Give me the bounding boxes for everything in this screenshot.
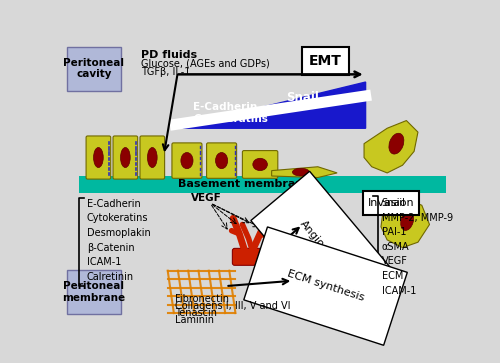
Text: Laminin: Laminin <box>176 315 214 325</box>
Text: Peritoneal
membrane: Peritoneal membrane <box>62 281 126 303</box>
Text: ICAM-1: ICAM-1 <box>87 257 121 267</box>
Text: αSMA: αSMA <box>382 242 409 252</box>
Text: VEGF: VEGF <box>382 257 407 266</box>
FancyBboxPatch shape <box>302 46 350 75</box>
Text: ECM synthesis: ECM synthesis <box>286 269 366 303</box>
FancyBboxPatch shape <box>206 143 236 178</box>
Text: PAI-1: PAI-1 <box>382 227 406 237</box>
FancyBboxPatch shape <box>172 143 202 178</box>
Text: PD fluids: PD fluids <box>141 50 197 60</box>
Text: TGFβ, IL-1: TGFβ, IL-1 <box>141 68 190 77</box>
Polygon shape <box>272 167 337 178</box>
Polygon shape <box>176 82 366 128</box>
Text: E-Cadherin: E-Cadherin <box>87 199 141 209</box>
FancyBboxPatch shape <box>67 270 120 314</box>
Text: VEGF: VEGF <box>191 192 222 203</box>
Ellipse shape <box>216 152 228 169</box>
Text: Desmoplakin: Desmoplakin <box>87 228 150 238</box>
Ellipse shape <box>148 147 157 168</box>
FancyBboxPatch shape <box>140 136 164 179</box>
FancyBboxPatch shape <box>67 46 120 90</box>
Ellipse shape <box>181 152 193 169</box>
Ellipse shape <box>292 168 310 176</box>
Polygon shape <box>364 121 418 173</box>
Text: MMP-2, MMP-9: MMP-2, MMP-9 <box>382 213 453 223</box>
Text: Basement membrane: Basement membrane <box>178 179 311 189</box>
Ellipse shape <box>400 211 413 231</box>
Text: Fibronectin: Fibronectin <box>176 294 230 304</box>
Text: Snail: Snail <box>286 91 319 104</box>
FancyBboxPatch shape <box>242 151 278 178</box>
Text: Calretinin: Calretinin <box>87 272 134 282</box>
Text: Invasion: Invasion <box>368 198 414 208</box>
Bar <box>79 176 426 193</box>
Text: ECM: ECM <box>382 271 403 281</box>
Text: Cytokeratins: Cytokeratins <box>87 213 148 223</box>
Text: EMT: EMT <box>309 54 342 68</box>
Text: Angiogenesis: Angiogenesis <box>298 218 354 282</box>
Polygon shape <box>381 197 430 248</box>
Ellipse shape <box>120 147 130 168</box>
Ellipse shape <box>253 158 268 171</box>
Text: ICAM-1: ICAM-1 <box>382 286 416 296</box>
Ellipse shape <box>94 147 104 168</box>
FancyBboxPatch shape <box>113 136 138 179</box>
Text: Peritoneal
cavity: Peritoneal cavity <box>64 58 124 79</box>
Text: Collagens I, III, V and VI: Collagens I, III, V and VI <box>176 301 291 311</box>
Text: Snail: Snail <box>382 198 406 208</box>
Text: E-Cadherin
Cytokeratins: E-Cadherin Cytokeratins <box>193 102 268 124</box>
Text: Glucose, (AGEs and GDPs): Glucose, (AGEs and GDPs) <box>141 59 270 69</box>
Bar <box>426 176 446 193</box>
Text: Tenascin: Tenascin <box>176 308 218 318</box>
FancyBboxPatch shape <box>232 248 264 265</box>
FancyBboxPatch shape <box>86 136 110 179</box>
Text: β-Catenin: β-Catenin <box>87 242 134 253</box>
FancyBboxPatch shape <box>364 191 418 215</box>
Ellipse shape <box>389 133 404 154</box>
